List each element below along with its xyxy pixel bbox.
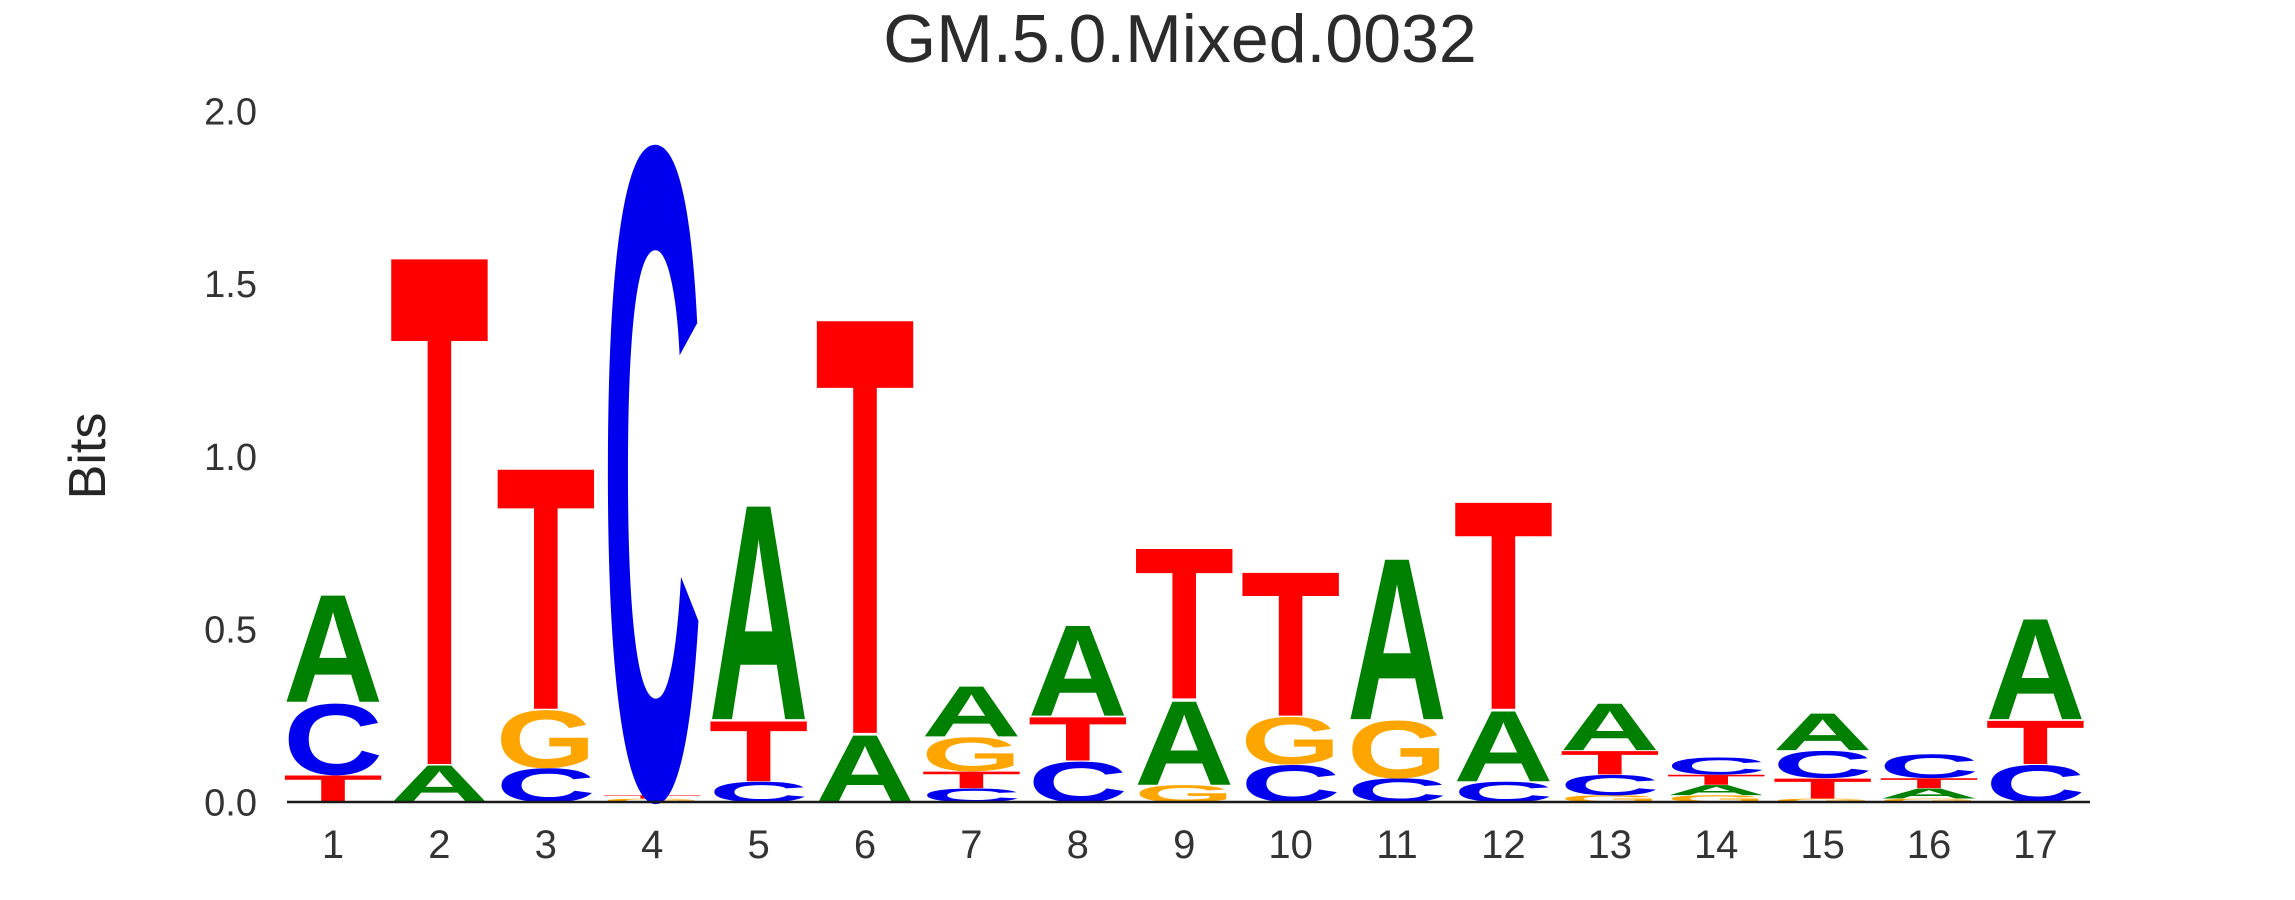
logo-letter-pos17-A: A <box>1985 589 2085 751</box>
logo-stack-8: CTA <box>1028 598 1128 815</box>
logo-stack-6: AT <box>815 192 915 860</box>
logo-stack-5: CTA <box>709 439 809 808</box>
logo-letter-pos17-T: T <box>1985 707 2085 778</box>
logo-stack-10: CGT <box>1241 528 1341 813</box>
y-tick-label-0.5: 0.5 <box>204 610 257 652</box>
logo-letter-pos8-T: T <box>1028 703 1128 774</box>
y-tick-label-2.0: 2.0 <box>204 91 257 133</box>
x-tick-label-12: 12 <box>1481 823 1526 867</box>
logo-letter-pos14-G: G <box>1666 793 1766 804</box>
logo-stack-2: AT <box>389 100 489 900</box>
logo-letter-pos13-A: A <box>1560 690 1660 765</box>
logo-letter-pos16-T: T <box>1879 775 1979 791</box>
logo-letter-pos7-G: G <box>921 727 1021 781</box>
logo-letter-pos17-C: C <box>1985 754 2085 813</box>
logo-letter-pos13-C: C <box>1560 769 1660 802</box>
x-tick-label-6: 6 <box>854 823 876 867</box>
logo-letter-pos9-T: T <box>1134 502 1234 745</box>
x-tick-label-3: 3 <box>535 823 557 867</box>
logo-letter-pos11-A: A <box>1347 510 1447 768</box>
logo-letter-pos5-T: T <box>709 702 809 799</box>
logo-letter-pos3-C: C <box>496 758 596 812</box>
x-tick-label-8: 8 <box>1067 823 1089 867</box>
y-axis-tick-labels: 0.0 0.5 1.0 1.5 2.0 <box>204 91 257 824</box>
logo-letter-pos13-T: T <box>1560 744 1660 782</box>
logo-letter-pos16-A: A <box>1879 786 1979 802</box>
logo-letter-pos12-A: A <box>1453 691 1553 804</box>
logo-letter-pos15-T: T <box>1773 772 1873 805</box>
y-tick-label-1.5: 1.5 <box>204 264 257 306</box>
logo-letter-pos14-A: A <box>1666 782 1766 798</box>
logo-letter-pos14-T: T <box>1666 772 1766 788</box>
x-tick-label-13: 13 <box>1588 823 1633 867</box>
x-tick-label-4: 4 <box>641 823 663 867</box>
logo-letter-pos1-C: C <box>283 684 383 797</box>
logo-letter-pos1-A: A <box>283 562 383 735</box>
logo-letter-pos7-T: T <box>921 767 1021 794</box>
logo-stack-1: TCA <box>283 562 383 811</box>
logo-letter-pos8-C: C <box>1028 750 1128 814</box>
logo-letter-pos13-G: G <box>1560 793 1660 804</box>
logo-stack-12: CAT <box>1453 439 1553 808</box>
logo-letter-pos4-C: C <box>602 0 702 900</box>
logo-stack-9: GAT <box>1134 502 1234 811</box>
logo-letter-pos6-A: A <box>815 715 915 823</box>
logo-letter-pos11-G: G <box>1347 704 1447 795</box>
x-tick-label-17: 17 <box>2013 823 2058 867</box>
logo-letter-pos2-T: T <box>389 100 489 900</box>
logo-letter-pos3-T: T <box>496 396 596 783</box>
logo-letter-pos10-T: T <box>1241 528 1341 760</box>
logo-letter-pos4-T: T <box>602 794 702 799</box>
logo-letter-pos14-C: C <box>1666 753 1766 780</box>
logo-letter-pos16-G: G <box>1879 798 1979 803</box>
logo-letter-pos15-G: G <box>1773 798 1873 803</box>
logo-letter-pos15-A: A <box>1773 702 1873 761</box>
x-tick-label-1: 1 <box>322 823 344 867</box>
x-tick-label-11: 11 <box>1376 823 1418 867</box>
logo-letter-pos10-G: G <box>1241 704 1341 779</box>
x-axis-tick-labels: 1 2 3 4 5 6 7 8 9 10 11 12 13 14 15 16 17 <box>322 823 2058 867</box>
x-tick-label-10: 10 <box>1268 823 1313 867</box>
logo-stack-4: GTC <box>602 0 702 900</box>
x-tick-label-14: 14 <box>1694 823 1739 867</box>
logo-letter-pos5-A: A <box>709 439 809 785</box>
logo-letter-pos10-C: C <box>1241 754 1341 813</box>
logo-letter-pos3-G: G <box>496 694 596 785</box>
x-tick-label-7: 7 <box>960 823 982 867</box>
x-tick-label-2: 2 <box>428 823 450 867</box>
logo-letter-pos15-C: C <box>1773 743 1873 786</box>
logo-letter-pos9-A: A <box>1134 677 1234 811</box>
logo-letter-pos7-A: A <box>921 672 1021 752</box>
logo-letter-pos12-T: T <box>1453 439 1553 773</box>
logo-stack-3: CGT <box>496 396 596 812</box>
logo-letter-pos2-A: A <box>389 754 489 813</box>
chart-title: GM.5.0.Mixed.0032 <box>883 1 1476 77</box>
x-tick-label-16: 16 <box>1907 823 1952 867</box>
logo-letter-pos8-A: A <box>1028 598 1128 744</box>
logo-letter-pos4-G: G <box>602 798 702 803</box>
logo-stack-17: CTA <box>1985 589 2085 814</box>
x-tick-label-15: 15 <box>1800 823 1845 867</box>
logo-letter-pos16-C: C <box>1879 747 1979 785</box>
y-axis-label: Bits <box>59 413 117 500</box>
y-tick-label-1.0: 1.0 <box>204 437 257 479</box>
x-tick-label-5: 5 <box>747 823 769 867</box>
logo-stack-11: CGA <box>1347 510 1447 809</box>
y-tick-label-0.0: 0.0 <box>204 782 257 824</box>
x-tick-label-9: 9 <box>1173 823 1195 867</box>
logo-letter-pos6-T: T <box>815 192 915 860</box>
logo-letter-pos1-T: T <box>283 767 383 810</box>
